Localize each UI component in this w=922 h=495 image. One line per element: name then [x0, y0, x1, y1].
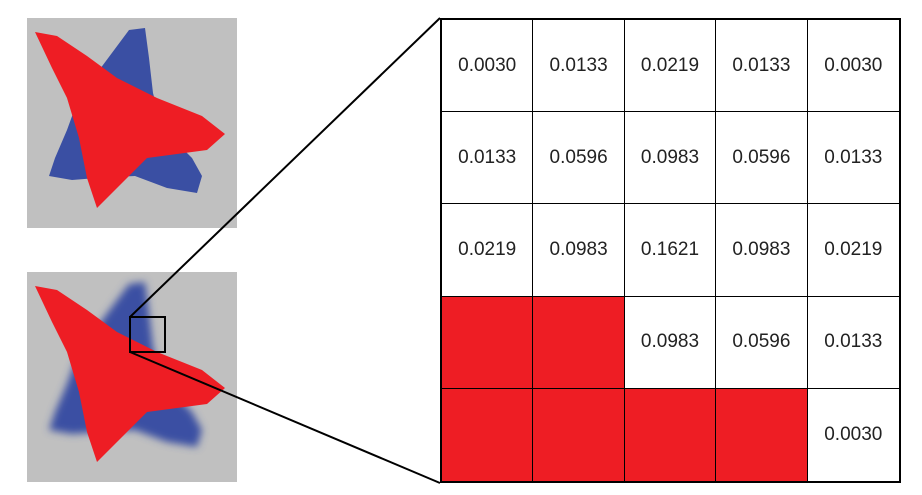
weight-cell: 0.0030 — [807, 388, 899, 481]
weight-cell: 0.0133 — [442, 112, 534, 205]
weight-cell: 0.0133 — [716, 20, 808, 113]
weight-cell: 0.0596 — [716, 296, 808, 389]
red-cell — [442, 388, 534, 481]
weight-cell: 0.0596 — [716, 112, 808, 205]
weight-cell: 0.0133 — [533, 20, 625, 113]
weight-cell: 0.0596 — [533, 112, 625, 205]
sharp-star-image — [27, 18, 237, 228]
weight-cell: 0.0133 — [807, 112, 899, 205]
red-cell — [442, 296, 534, 389]
weight-cell: 0.0983 — [533, 204, 625, 297]
red-cell — [624, 388, 717, 481]
red-cell — [716, 388, 808, 481]
weight-cell: 0.0030 — [442, 20, 534, 113]
weight-cell: 0.0219 — [807, 204, 899, 297]
red-cell — [533, 296, 625, 389]
weight-cell: 0.0219 — [624, 20, 717, 113]
weight-cell: 0.0133 — [807, 296, 899, 389]
kernel-weight-grid: 0.0030 0.0133 0.0219 0.0133 0.0030 0.0133 0.05… — [440, 18, 901, 483]
blurred-star-image — [27, 272, 237, 482]
weight-cell: 0.0983 — [716, 204, 808, 297]
weight-cell: 0.0983 — [624, 112, 717, 205]
weight-cell: 0.1621 — [624, 204, 717, 297]
weight-cell: 0.0219 — [442, 204, 534, 297]
weight-cell: 0.0030 — [807, 20, 899, 113]
weight-cell: 0.0983 — [624, 296, 717, 389]
red-cell — [533, 388, 625, 481]
